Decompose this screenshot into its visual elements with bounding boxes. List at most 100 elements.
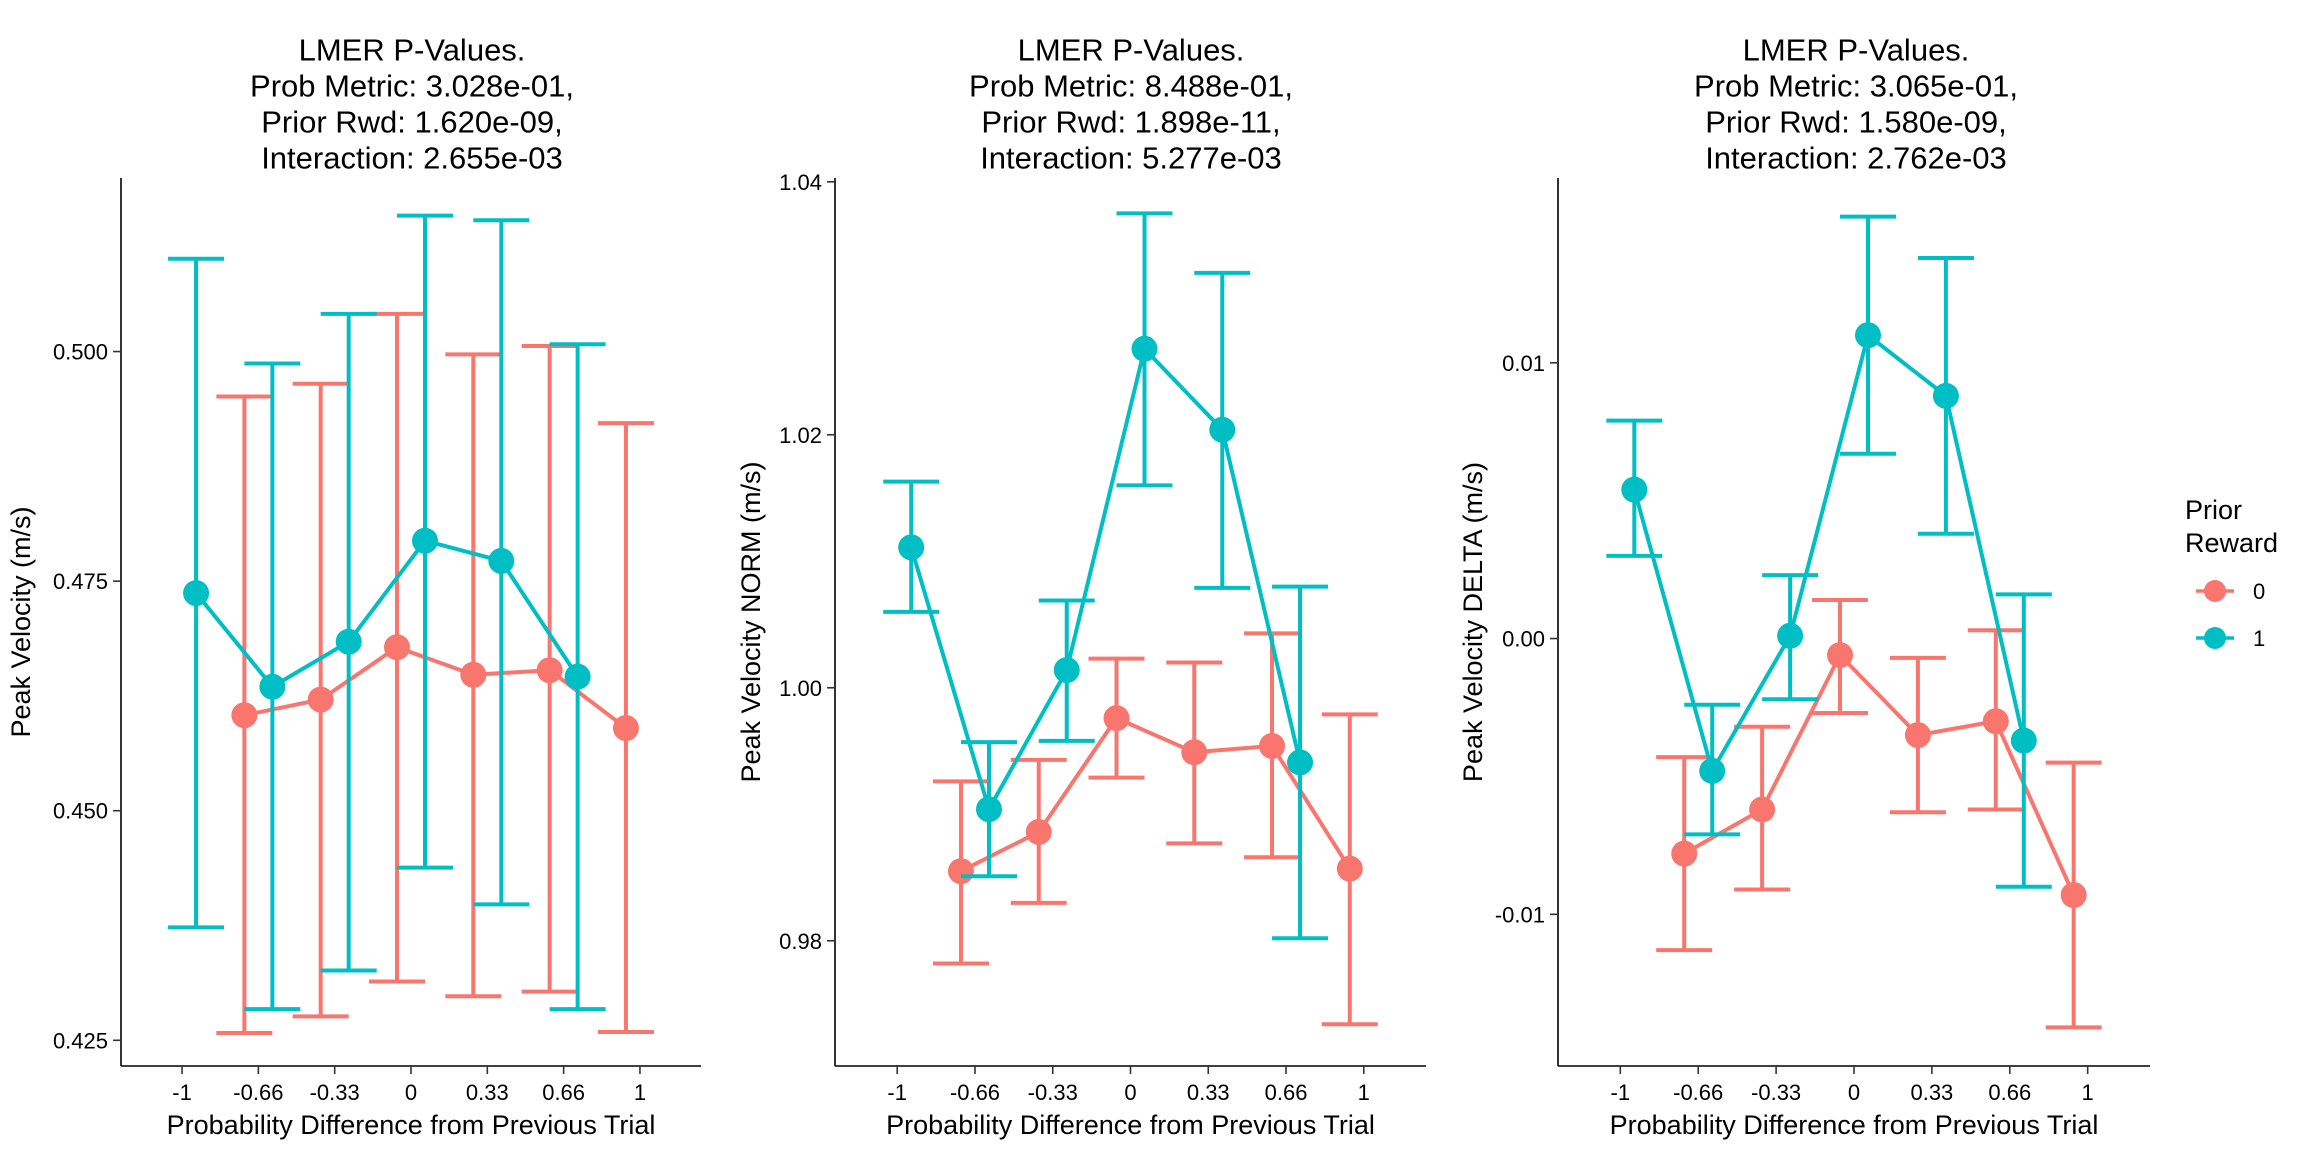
data-point xyxy=(536,657,563,684)
x-tick-label: -0.66 xyxy=(950,1080,1000,1105)
chart-title-line: Interaction: 5.277e-03 xyxy=(980,140,1282,175)
x-tick-label: 0.66 xyxy=(542,1080,585,1105)
legend-title-line1: Prior xyxy=(2185,495,2242,525)
x-tick-label: -1 xyxy=(172,1080,192,1105)
x-tick-label: -0.66 xyxy=(233,1080,283,1105)
y-tick-label: 0.00 xyxy=(1502,627,1545,652)
data-point xyxy=(231,702,258,729)
data-point xyxy=(1131,335,1158,362)
data-point xyxy=(1336,855,1363,882)
y-tick-label: 0.475 xyxy=(53,569,108,594)
data-point xyxy=(259,673,286,700)
data-point xyxy=(1209,416,1236,443)
y-tick-label: 1.00 xyxy=(779,676,822,701)
chart-title-line: Interaction: 2.762e-03 xyxy=(1705,140,2007,175)
series-line xyxy=(243,645,628,730)
series-reward-0 xyxy=(216,311,654,1035)
x-tick-label: -0.66 xyxy=(1673,1080,1723,1105)
series-line xyxy=(1632,333,2026,773)
data-point xyxy=(1777,622,1804,649)
x-tick-label: 0.33 xyxy=(1910,1080,1953,1105)
x-tick-label: 0.33 xyxy=(1187,1080,1230,1105)
y-tick-label: 0.98 xyxy=(779,929,822,954)
y-axis-title: Peak Velocity NORM (m/s) xyxy=(736,461,766,782)
x-tick-label: -1 xyxy=(887,1080,907,1105)
x-tick-label: 1 xyxy=(2082,1080,2094,1105)
data-point xyxy=(384,634,410,661)
series-line xyxy=(960,716,1352,873)
y-axis-title: Peak Velocity (m/s) xyxy=(6,506,36,737)
x-axis-title: Probability Difference from Previous Tri… xyxy=(886,1110,1375,1140)
x-tick-label: 1 xyxy=(634,1080,646,1105)
legend-item-0: 0 xyxy=(2196,579,2265,604)
data-point xyxy=(1699,757,1726,784)
series-reward-1 xyxy=(883,211,1329,941)
data-point xyxy=(1103,705,1130,732)
y-tick-label: 0.450 xyxy=(53,799,108,824)
series-reward-1 xyxy=(1606,214,2052,889)
data-point xyxy=(947,858,974,885)
y-tick-label: 1.02 xyxy=(779,423,822,448)
legend-title-line2: Reward xyxy=(2185,528,2278,558)
data-point xyxy=(2010,727,2037,754)
x-tick-label: -0.33 xyxy=(1028,1080,1078,1105)
y-tick-label: 0.425 xyxy=(53,1028,108,1053)
y-axis-title: Peak Velocity DELTA (m/s) xyxy=(1458,462,1488,782)
series-reward-1 xyxy=(168,213,606,1012)
series-line xyxy=(194,538,580,689)
legend-key-dot-0 xyxy=(2204,580,2226,602)
chart-title-line: Prior Rwd: 1.620e-09, xyxy=(261,104,563,139)
series-line xyxy=(909,346,1302,812)
y-tick-label: 0.01 xyxy=(1502,351,1545,376)
data-point xyxy=(183,580,210,607)
x-tick-label: 0.66 xyxy=(1988,1080,2031,1105)
data-point xyxy=(1259,732,1286,759)
panel-2: LMER P-Values.Prob Metric: 8.488e-01,Pri… xyxy=(736,32,1426,1140)
data-point xyxy=(564,663,591,690)
chart-title-line: Interaction: 2.655e-03 xyxy=(261,140,563,175)
data-point xyxy=(1749,796,1776,823)
data-point xyxy=(1181,739,1208,766)
x-tick-label: -0.33 xyxy=(310,1080,360,1105)
x-tick-label: 0.33 xyxy=(466,1080,509,1105)
chart-title-line: Prior Rwd: 1.898e-11, xyxy=(981,104,1280,139)
legend-item-1: 1 xyxy=(2196,626,2265,651)
data-point xyxy=(898,534,925,561)
chart-title-line: Prob Metric: 8.488e-01, xyxy=(969,68,1293,103)
y-tick-label: -0.01 xyxy=(1495,902,1545,927)
chart-title-line: LMER P-Values. xyxy=(1743,32,1970,67)
data-point xyxy=(1827,642,1853,669)
series-reward-0 xyxy=(1656,597,2102,1030)
chart-title-line: LMER P-Values. xyxy=(1018,32,1245,67)
data-point xyxy=(1904,722,1931,749)
data-point xyxy=(307,686,334,713)
data-point xyxy=(2060,882,2087,909)
data-point xyxy=(975,796,1002,823)
data-point xyxy=(460,661,487,688)
data-point xyxy=(1855,322,1881,349)
x-axis-title: Probability Difference from Previous Tri… xyxy=(167,1110,656,1140)
series-reward-0 xyxy=(932,631,1378,1027)
data-point xyxy=(1982,708,2009,735)
data-point xyxy=(335,628,362,655)
y-tick-label: 1.04 xyxy=(779,170,822,195)
legend-key-dot-1 xyxy=(2204,627,2226,649)
data-point xyxy=(1287,749,1314,776)
legend-label-0: 0 xyxy=(2253,579,2265,604)
data-point xyxy=(412,527,438,554)
chart-title-line: Prob Metric: 3.028e-01, xyxy=(250,68,574,103)
panel-3: LMER P-Values.Prob Metric: 3.065e-01,Pri… xyxy=(1458,32,2150,1140)
panel-1: LMER P-Values.Prob Metric: 3.028e-01,Pri… xyxy=(6,32,701,1140)
data-point xyxy=(488,547,515,574)
chart-title-line: LMER P-Values. xyxy=(299,32,526,67)
data-point xyxy=(1025,818,1052,845)
x-tick-label: 0.66 xyxy=(1265,1080,1308,1105)
data-point xyxy=(1932,382,1959,409)
x-tick-label: 0 xyxy=(1124,1080,1136,1105)
x-tick-label: -0.33 xyxy=(1751,1080,1801,1105)
legend-label-1: 1 xyxy=(2253,626,2265,651)
x-tick-label: 0 xyxy=(1848,1080,1860,1105)
chart-title-line: Prior Rwd: 1.580e-09, xyxy=(1705,104,2007,139)
data-point xyxy=(1053,657,1080,684)
